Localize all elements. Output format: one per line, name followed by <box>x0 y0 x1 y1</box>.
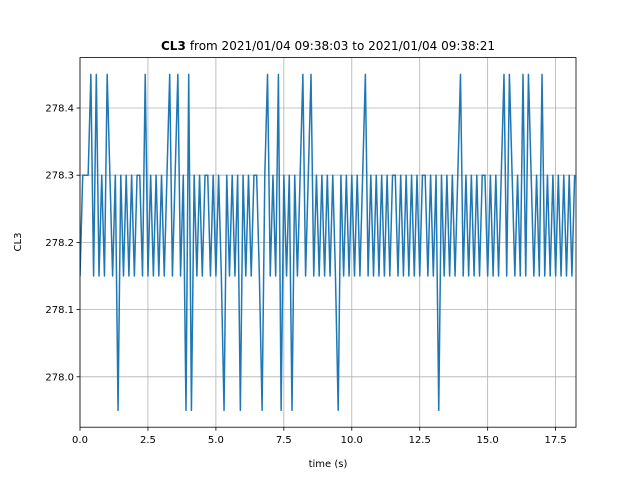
x-tick-label: 17.5 <box>544 435 566 446</box>
y-tick-label: 278.4 <box>45 104 74 115</box>
axes-frame <box>79 57 577 428</box>
x-tick-label: 2.5 <box>140 435 156 446</box>
x-axis-label: time (s) <box>309 459 348 470</box>
data-line <box>80 73 576 412</box>
x-tick-label: 10.0 <box>341 435 363 446</box>
x-tick-label: 15.0 <box>477 435 499 446</box>
x-tick-label: 12.5 <box>409 435 431 446</box>
y-tick-label: 278.2 <box>45 238 74 249</box>
x-tick-label: 0.0 <box>72 435 88 446</box>
x-tick-label: 5.0 <box>208 435 224 446</box>
title-variable: CL3 <box>161 39 186 53</box>
y-tick-label: 278.1 <box>45 305 74 316</box>
x-tick-label: 7.5 <box>276 435 292 446</box>
y-tick-label: 278.0 <box>45 372 74 383</box>
title-range: from 2021/01/04 09:38:03 to 2021/01/04 0… <box>190 39 495 53</box>
y-axis-label: CL3 <box>13 233 24 252</box>
chart-title: CL3 from 2021/01/04 09:38:03 to 2021/01/0… <box>161 39 495 53</box>
y-tick-label: 278.3 <box>45 171 74 182</box>
